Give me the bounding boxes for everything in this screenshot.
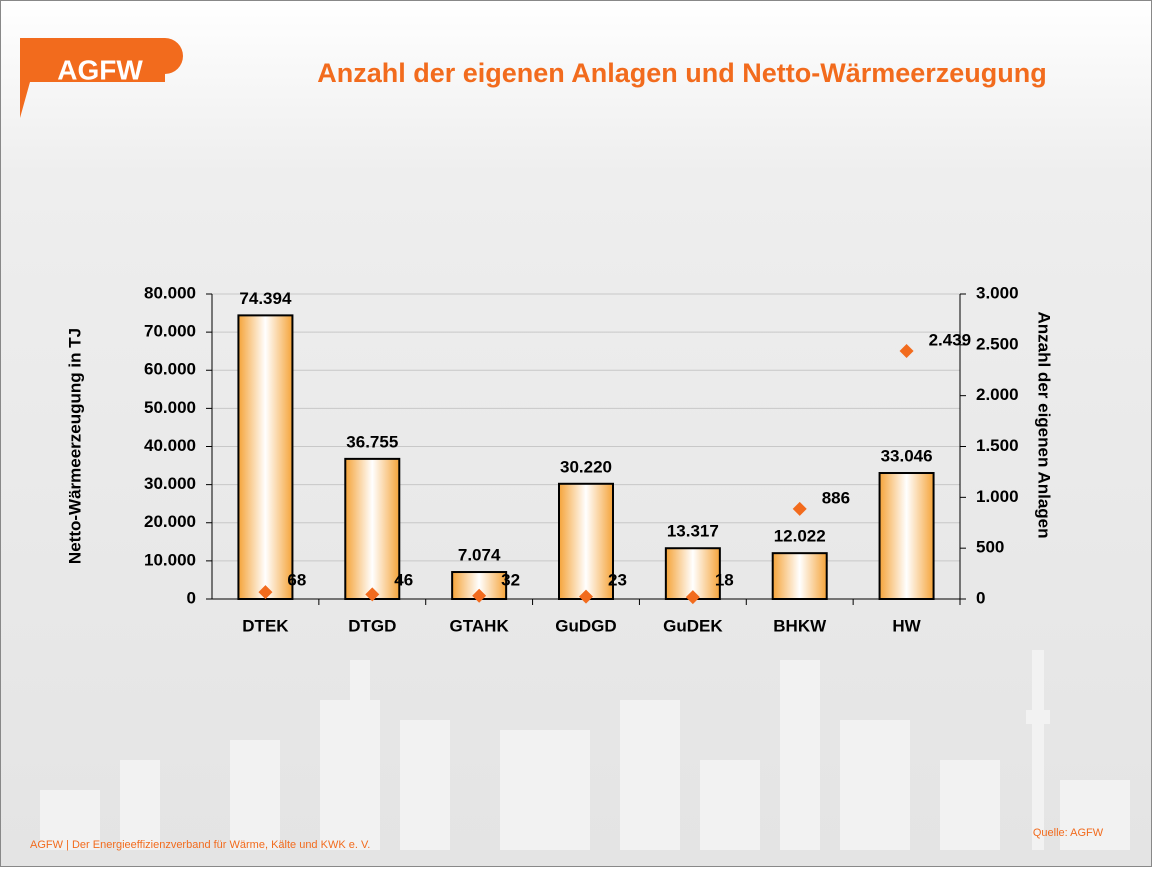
y2-tick-label: 2.500 [976, 334, 1019, 353]
bar-value-label: 74.394 [239, 289, 292, 308]
logo-text: AGFW [57, 54, 143, 85]
bar-value-label: 30.220 [560, 457, 612, 476]
marker-value-label: 18 [715, 570, 734, 589]
page: AGFW Anzahl der eigenen Anlagen und Nett… [0, 0, 1152, 872]
slide: AGFW Anzahl der eigenen Anlagen und Nett… [0, 0, 1152, 867]
y2-tick-label: 1.000 [976, 487, 1019, 506]
y-tick-label: 30.000 [144, 474, 196, 493]
x-tick-label: HW [892, 616, 921, 635]
marker-value-label: 68 [287, 570, 306, 589]
y-tick-label: 20.000 [144, 512, 196, 531]
bar [345, 459, 399, 599]
bar-value-label: 36.755 [346, 432, 398, 451]
bar-value-label: 13.317 [667, 522, 719, 541]
bar-value-label: 12.022 [774, 527, 826, 546]
bar-value-label: 7.074 [458, 546, 501, 565]
marker-value-label: 886 [822, 488, 850, 507]
y2-tick-label: 3.000 [976, 283, 1019, 302]
x-tick-label: GTAHK [450, 616, 510, 635]
footer: AGFW | Der Energieeffizienzverband für W… [30, 839, 370, 851]
x-tick-label: DTEK [242, 616, 289, 635]
y2-axis-label: Anzahl der eigenen Anlagen [1035, 311, 1054, 538]
marker-value-label: 2.439 [929, 331, 972, 350]
x-tick-label: BHKW [773, 616, 827, 635]
y-tick-label: 50.000 [144, 398, 196, 417]
y-tick-label: 60.000 [144, 360, 196, 379]
x-tick-label: GuDEK [663, 616, 723, 635]
x-tick-label: GuDGD [555, 616, 616, 635]
y2-tick-label: 0 [976, 588, 985, 607]
y2-tick-label: 500 [976, 538, 1004, 557]
marker-value-label: 32 [501, 570, 520, 589]
source: Quelle: AGFW [1033, 827, 1104, 839]
y-axis-label: Netto-Wärmeerzeugung in TJ [65, 328, 84, 564]
x-tick-label: DTGD [348, 616, 396, 635]
bar [238, 315, 292, 599]
y-tick-label: 80.000 [144, 283, 196, 302]
y-tick-label: 40.000 [144, 436, 196, 455]
marker-value-label: 23 [608, 570, 627, 589]
y-tick-label: 70.000 [144, 322, 196, 341]
y-tick-label: 0 [187, 588, 196, 607]
bar [559, 484, 613, 599]
bar [880, 473, 934, 599]
bar [773, 553, 827, 599]
marker-value-label: 46 [394, 570, 413, 589]
y2-tick-label: 1.500 [976, 436, 1019, 455]
chart-title: Anzahl der eigenen Anlagen und Netto-Wär… [317, 58, 1047, 88]
bar-value-label: 33.046 [881, 446, 933, 465]
y-tick-label: 10.000 [144, 550, 196, 569]
y2-tick-label: 2.000 [976, 385, 1019, 404]
